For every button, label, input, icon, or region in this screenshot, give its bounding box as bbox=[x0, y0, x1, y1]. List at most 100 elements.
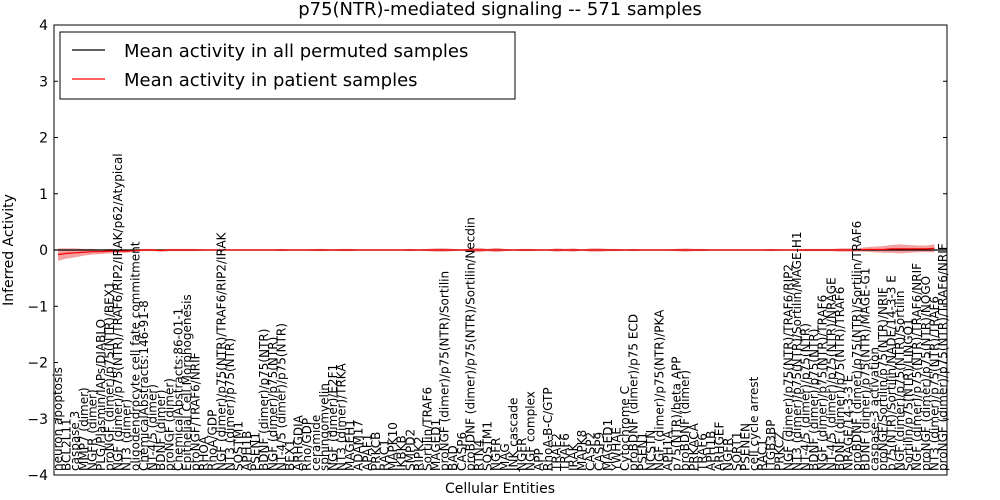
x-tick-label: proBDNF (dimer)/p75(NTR)/Sortilin/TRAF6 bbox=[850, 221, 864, 471]
x-tick-label: Epithelial Cell Morphogenesis bbox=[180, 294, 194, 471]
x-tick-label: p75(NTR)/beta APP bbox=[670, 357, 684, 472]
y-tick-label: −4 bbox=[27, 468, 48, 484]
x-tick-label: NGF (dimer)/p75(NTR)/TRAF6/NRIF bbox=[910, 263, 924, 471]
x-tick-label: TRAF6 bbox=[695, 433, 709, 472]
x-tick-label: NGF (dimer)/p75(NTR)/PKA bbox=[652, 309, 666, 471]
x-tick-label: RIPK2 bbox=[412, 436, 426, 471]
x-tick-label: ARHGDIA bbox=[292, 414, 306, 471]
x-tick-label: BDNF (dimer)/p75(NTR)/TRAF6 bbox=[833, 287, 847, 471]
x-tick-label: NGFR bbox=[515, 437, 529, 471]
x-tick-label: NT3 (dimer) bbox=[120, 399, 134, 471]
y-tick-label: 2 bbox=[39, 131, 48, 147]
x-tick-label: ChemicalAbstracts:146-91-8 bbox=[137, 300, 151, 471]
x-tick-label: ChemicalAbstracts:86-01-1 bbox=[171, 308, 185, 471]
x-tick-label: NT-4/5 (dimer) bbox=[146, 384, 160, 471]
chart-title: p75(NTR)-mediated signaling -- 571 sampl… bbox=[298, 0, 702, 20]
x-tick-label: RTN4 bbox=[472, 440, 486, 471]
x-tick-label: RAC1 bbox=[756, 439, 770, 471]
x-tick-label: APH1A bbox=[661, 430, 675, 471]
x-tick-label: proBDNF (dimer)/p75(NTR)/Sortilin/Necdin bbox=[463, 217, 477, 471]
x-tick-label: NGFR bbox=[489, 437, 503, 471]
x-tick-label: NGF (dimer)/E2F1 bbox=[326, 364, 340, 471]
x-tick-label: caspase-3 activation bbox=[867, 347, 881, 471]
y-tick-label: −3 bbox=[27, 412, 48, 428]
patient-mean-line bbox=[57, 247, 935, 256]
legend-label-patient: Mean activity in patient samples bbox=[124, 70, 418, 91]
x-tick-label: proNGF (dimer)/p75(NTR)/Sortilin bbox=[438, 271, 452, 471]
series-lines bbox=[54, 247, 947, 256]
x-tick-label: NGF complex bbox=[524, 391, 538, 471]
x-tick-label: NGF (dimer)/p75(NTR) bbox=[266, 337, 280, 471]
x-tick-label: NGF (dimer)/p75(NTR)/TRAF6/RIP2/IRAK bbox=[214, 231, 228, 471]
y-axis: −4 −3 −2 −1 0 1 2 3 4 bbox=[27, 18, 947, 484]
x-tick-label: MAPK8 bbox=[575, 430, 589, 471]
x-tick-label: SMPD2 bbox=[403, 429, 417, 471]
x-tick-label: IRAK bbox=[567, 442, 581, 471]
x-tick-label: SQSTM1 bbox=[231, 421, 245, 471]
x-tick-label: BDNF (dimer) bbox=[154, 390, 168, 472]
x-tick-label: RAC1 bbox=[378, 439, 392, 471]
y-tick-label: −1 bbox=[27, 299, 48, 315]
x-tick-label: RHOA bbox=[197, 435, 211, 471]
y-tick-label: 4 bbox=[39, 18, 48, 34]
x-tick-label: NGF (dimer)/p75(NTR)/TRAF6 bbox=[816, 295, 830, 471]
x-tick-label: NCSTN bbox=[644, 430, 658, 471]
x-tick-label: MAG bbox=[498, 443, 512, 471]
x-tick-label: sphingomyelin bbox=[317, 383, 331, 471]
y-tick-label: −2 bbox=[27, 356, 48, 372]
x-tick-label: NGF (dimer)/p75(NTR)/TRAF6/RIP2/IRAK/p62… bbox=[111, 153, 125, 471]
x-tick-label: p75(NTR)/Sortilin/NADE/14-3-3 E bbox=[884, 275, 898, 471]
x-tick-label: ARHGEF bbox=[713, 422, 727, 471]
x-tick-label: MMP7 (dimer) bbox=[77, 387, 91, 471]
x-tick-label: BDNF (dimer)/p75(NTR) bbox=[807, 329, 821, 471]
x-tick-label: PSENEN bbox=[738, 423, 752, 471]
x-tick-label: ceramide bbox=[309, 415, 323, 471]
x-tick-label: cell cycle arrest bbox=[747, 376, 761, 471]
x-tick-label: APH1B bbox=[704, 431, 718, 471]
x-tick-label: NRAGE/14-3-3 E bbox=[841, 375, 855, 471]
x-tick-label: Sortilin/TRAF6 bbox=[420, 387, 434, 471]
x-tick-label: APH1B bbox=[240, 431, 254, 471]
x-tick-label: APP bbox=[532, 448, 546, 471]
x-tick-label: NT3 (dimer)/p75(NTR) bbox=[223, 338, 237, 471]
x-tick-label: IKBKB bbox=[395, 435, 409, 471]
x-tick-label: NGF (dimer)/p75(NTR)/TRAF6/RIP2 bbox=[781, 264, 795, 471]
y-tick-label: 3 bbox=[39, 74, 48, 90]
x-tick-label: PSEN1 bbox=[249, 432, 263, 471]
x-tick-label: proBDNF (dimer)/p75 ECD bbox=[627, 314, 641, 471]
x-tick-label: PSEN1 bbox=[635, 432, 649, 471]
x-tick-label: NGFR (dimer) bbox=[85, 389, 99, 471]
x-tick-label: BAD bbox=[446, 445, 460, 471]
x-tick-label: oligodendrocyte cell fate commitment bbox=[128, 241, 142, 471]
x-tick-label: MAGED1 bbox=[601, 419, 615, 471]
x-tick-label: NT-4/5 (dimer)/p75(NTR) bbox=[799, 323, 813, 471]
x-tick-label: BDNF (dimer)/p75(NTR) bbox=[257, 329, 271, 471]
x-tick-label: RhoA/GDP bbox=[206, 410, 220, 471]
x-tick-label: ADAM17 bbox=[352, 420, 366, 471]
x-tick-label: MAGEH1 bbox=[343, 419, 357, 471]
x-tick-label: NT3 (dimer)/TRKA bbox=[335, 363, 349, 471]
x-tick-label: JNK cascade bbox=[506, 398, 520, 472]
x-tick-label: Rho/GDP bbox=[300, 418, 314, 471]
x-tick-label: NT3 (dimer)/p75(NTR)/TRAF6 bbox=[927, 296, 941, 471]
x-tick-label: Cytochrome C bbox=[618, 386, 632, 471]
x-tick-label: CASP6 bbox=[455, 432, 469, 471]
x-tick-label: YWHAE bbox=[609, 427, 623, 472]
x-tick-label: proNGF/TRAF6/NRIF bbox=[188, 352, 202, 471]
x-tick-label: NGF (dimer)/p75(NTR)/Sortilin bbox=[893, 291, 907, 472]
y-tick-label: 1 bbox=[39, 187, 48, 203]
y-axis-label: Inferred Activity bbox=[1, 194, 17, 306]
x-tick-label: Sortilin/p75(NTR)/LINGO1 bbox=[902, 318, 916, 471]
legend: Mean activity in all permuted samples Me… bbox=[59, 31, 516, 100]
x-tick-label: proNGF (dimer) bbox=[163, 378, 177, 471]
x-tick-label: MAGED1 bbox=[429, 419, 443, 471]
x-tick-label: PRKCZ bbox=[773, 432, 787, 471]
x-tick-label: BDNF (dimer)/p75(NTR)/MAGE-G1 bbox=[859, 268, 873, 471]
x-tick-label: RhoA-B-C/GTP bbox=[541, 387, 555, 471]
x-tick-label: neuron apoptosis bbox=[51, 367, 65, 471]
x-axis-label: Cellular Entities bbox=[445, 481, 555, 497]
x-tick-label: MAPK10 bbox=[386, 422, 400, 471]
x-tick-label: BEX1 bbox=[283, 439, 297, 471]
x-tick-label: NT-4/5 (dimer)/p75(NTR) bbox=[274, 323, 288, 471]
